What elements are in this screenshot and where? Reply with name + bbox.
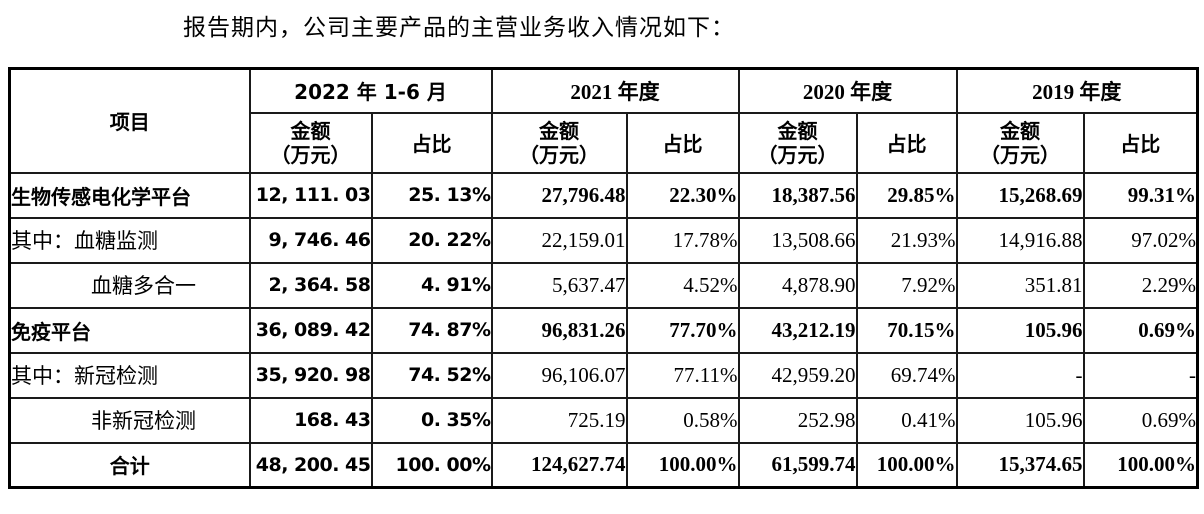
cell-ratio-2022: 4. 91%	[370, 261, 493, 309]
row-label: 血糖多合一	[8, 261, 251, 309]
cell-ratio-2020: 21.93%	[855, 216, 958, 264]
cell-ratio-2022: 20. 22%	[370, 216, 493, 264]
cell-amount-2022: 48, 200. 45	[248, 441, 373, 489]
table-row-glucose-multi: 血糖多合一 2, 364. 58 4. 91% 5,637.47 4.52% 4…	[8, 261, 1199, 309]
column-group-2019: 2019 年度	[955, 67, 1199, 114]
table-row-glucose-monitoring: 其中：血糖监测 9, 746. 46 20. 22% 22,159.01 17.…	[8, 216, 1199, 264]
amount-label: 金额	[777, 118, 818, 143]
row-label: 其中：血糖监测	[8, 216, 251, 264]
cell-ratio-2020: 7.92%	[855, 261, 958, 309]
table-row-biosensor-platform: 生物传感电化学平台 12, 111. 03 25. 13% 27,796.48 …	[8, 171, 1199, 219]
row-label: 其中：新冠检测	[8, 351, 251, 399]
column-group-2022: 2022 年 1-6 月	[248, 67, 493, 114]
cell-amount-2019: -	[955, 351, 1085, 399]
cell-ratio-2021: 17.78%	[625, 216, 740, 264]
cell-amount-2019: 14,916.88	[955, 216, 1085, 264]
column-header-item: 项目	[8, 67, 251, 174]
cell-ratio-2019: 97.02%	[1082, 216, 1199, 264]
column-header-ratio-2021: 占比	[625, 111, 740, 174]
amount-label: 金额	[290, 118, 331, 143]
cell-amount-2019: 15,374.65	[955, 441, 1085, 489]
column-header-ratio-2020: 占比	[855, 111, 958, 174]
header-group-row: 项目 2022 年 1-6 月 2021 年度 2020 年度 2019 年度	[8, 67, 1199, 174]
column-group-2020: 2020 年度	[737, 67, 958, 114]
row-label: 免疫平台	[8, 306, 251, 354]
cell-amount-2022: 2, 364. 58	[248, 261, 373, 309]
cell-amount-2020: 13,508.66	[737, 216, 858, 264]
column-header-amount-2019: 金额 （万元）	[955, 111, 1085, 174]
cell-ratio-2020: 70.15%	[855, 306, 958, 354]
cell-amount-2021: 96,106.07	[490, 351, 628, 399]
cell-amount-2022: 9, 746. 46	[248, 216, 373, 264]
amount-label: 金额	[1000, 118, 1040, 143]
amount-label: 金额	[539, 118, 579, 143]
column-header-ratio-2022: 占比	[370, 111, 493, 174]
cell-ratio-2021: 22.30%	[625, 171, 740, 219]
cell-amount-2022: 35, 920. 98	[248, 351, 373, 399]
cell-amount-2019: 105.96	[955, 306, 1085, 354]
cell-amount-2019: 105.96	[955, 396, 1085, 444]
cell-ratio-2019: -	[1082, 351, 1199, 399]
cell-amount-2022: 168. 43	[248, 396, 373, 444]
cell-amount-2022: 12, 111. 03	[248, 171, 373, 219]
cell-ratio-2019: 0.69%	[1082, 306, 1199, 354]
amount-unit-label: （万元）	[757, 142, 838, 167]
row-label: 非新冠检测	[8, 396, 251, 444]
cell-amount-2021: 124,627.74	[490, 441, 628, 489]
cell-amount-2020: 43,212.19	[737, 306, 858, 354]
cell-amount-2021: 27,796.48	[490, 171, 628, 219]
amount-unit-label: （万元）	[270, 142, 351, 167]
header-sub-row: 金额 （万元） 占比 金额 （万元） 占比 金额 （万元） 占比 金额 （万元）…	[10, 111, 1199, 174]
column-header-amount-2021: 金额 （万元）	[490, 111, 628, 174]
cell-ratio-2020: 0.41%	[855, 396, 958, 444]
row-label-total: 合计	[8, 441, 251, 489]
cell-amount-2020: 42,959.20	[737, 351, 858, 399]
cell-ratio-2020: 69.74%	[855, 351, 958, 399]
cell-amount-2020: 4,878.90	[737, 261, 858, 309]
cell-amount-2021: 5,637.47	[490, 261, 628, 309]
cell-ratio-2020: 100.00%	[855, 441, 958, 489]
cell-ratio-2019: 99.31%	[1082, 171, 1199, 219]
cell-amount-2019: 351.81	[955, 261, 1085, 309]
table-row-non-covid-testing: 非新冠检测 168. 43 0. 35% 725.19 0.58% 252.98…	[8, 396, 1199, 444]
cell-amount-2020: 61,599.74	[737, 441, 858, 489]
cell-ratio-2021: 100.00%	[625, 441, 740, 489]
cell-amount-2021: 96,831.26	[490, 306, 628, 354]
table-row-total: 合计 48, 200. 45 100. 00% 124,627.74 100.0…	[8, 441, 1199, 489]
cell-amount-2021: 22,159.01	[490, 216, 628, 264]
column-header-amount-2022: 金额 （万元）	[248, 111, 373, 174]
cell-amount-2022: 36, 089. 42	[248, 306, 373, 354]
cell-ratio-2020: 29.85%	[855, 171, 958, 219]
cell-ratio-2019: 0.69%	[1082, 396, 1199, 444]
cell-ratio-2022: 25. 13%	[370, 171, 493, 219]
cell-ratio-2019: 100.00%	[1082, 441, 1199, 489]
amount-unit-label: （万元）	[980, 142, 1060, 167]
row-label: 生物传感电化学平台	[8, 171, 251, 219]
cell-amount-2020: 252.98	[737, 396, 858, 444]
amount-unit-label: （万元）	[519, 142, 599, 167]
cell-ratio-2022: 0. 35%	[370, 396, 493, 444]
cell-ratio-2021: 0.58%	[625, 396, 740, 444]
table-row-immune-platform: 免疫平台 36, 089. 42 74. 87% 96,831.26 77.70…	[8, 306, 1199, 354]
cell-ratio-2022: 74. 87%	[370, 306, 493, 354]
cell-ratio-2022: 74. 52%	[370, 351, 493, 399]
cell-amount-2019: 15,268.69	[955, 171, 1085, 219]
column-header-ratio-2019: 占比	[1082, 111, 1199, 174]
cell-ratio-2021: 77.11%	[625, 351, 740, 399]
cell-ratio-2019: 2.29%	[1082, 261, 1199, 309]
revenue-table: 项目 2022 年 1-6 月 2021 年度 2020 年度 2019 年度 …	[8, 67, 1199, 489]
table-row-covid-testing: 其中：新冠检测 35, 920. 98 74. 52% 96,106.07 77…	[8, 351, 1199, 399]
cell-amount-2020: 18,387.56	[737, 171, 858, 219]
column-group-2021: 2021 年度	[490, 67, 740, 114]
table-caption: 报告期内，公司主要产品的主营业务收入情况如下：	[183, 15, 735, 40]
cell-ratio-2021: 77.70%	[625, 306, 740, 354]
cell-amount-2021: 725.19	[490, 396, 628, 444]
cell-ratio-2021: 4.52%	[625, 261, 740, 309]
cell-ratio-2022: 100. 00%	[370, 441, 493, 489]
column-header-amount-2020: 金额 （万元）	[737, 111, 858, 174]
